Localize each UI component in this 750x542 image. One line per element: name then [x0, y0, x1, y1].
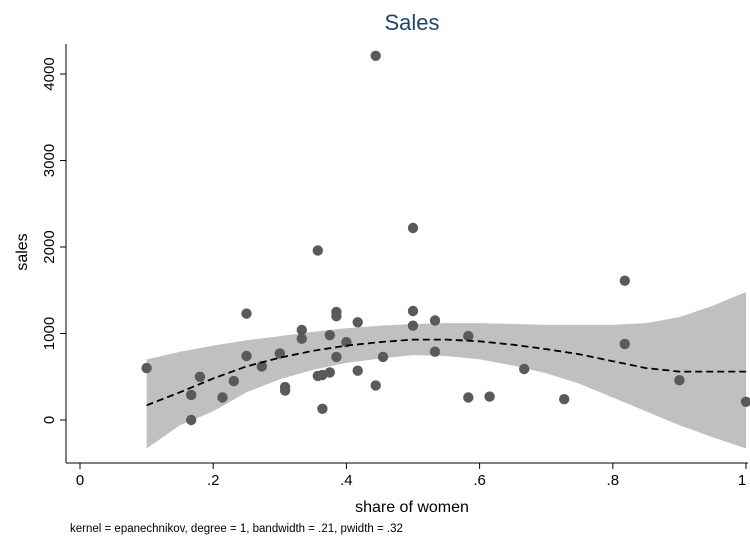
data-point [324, 367, 335, 378]
data-point [312, 245, 323, 256]
data-point [407, 320, 419, 331]
y-tick-label: 1000 [41, 317, 58, 350]
data-point [370, 380, 381, 391]
fit-line-group [146, 338, 746, 407]
data-point [429, 346, 441, 357]
data-point [228, 375, 239, 387]
local-polynomial-fit-line [146, 338, 746, 407]
data-point [274, 348, 285, 359]
y-tick-label: 0 [41, 416, 58, 424]
data-point [463, 392, 474, 403]
chart-note: kernel = epanechnikov, degree = 1, bandw… [70, 523, 403, 535]
y-tick-label: 2000 [41, 230, 58, 263]
chart-title: Sales [384, 10, 439, 35]
data-point [241, 350, 252, 362]
data-point [331, 311, 342, 322]
y-axis-label: sales [14, 233, 31, 270]
data-point [324, 330, 335, 341]
data-point [484, 391, 495, 402]
data-point [463, 330, 474, 342]
data-point [519, 363, 530, 375]
data-point [141, 362, 152, 374]
data-point [740, 396, 750, 407]
data-point [352, 317, 363, 328]
data-point [674, 375, 685, 386]
data-point [186, 414, 197, 426]
data-point [370, 50, 381, 61]
data-point [217, 392, 228, 403]
x-axis-ticks: 0 .2 .4 .6 .8 1 [76, 463, 747, 489]
data-point [377, 351, 389, 363]
y-tick-label: 4000 [41, 57, 58, 90]
x-tick-label: 1 [738, 472, 746, 489]
x-tick-label: .2 [207, 472, 220, 489]
x-tick-label: .4 [340, 472, 353, 489]
data-point [296, 333, 307, 344]
x-tick-label: .8 [607, 472, 620, 489]
plot-area [141, 50, 750, 449]
data-point [186, 389, 197, 401]
confidence-band [146, 292, 747, 449]
data-point [407, 222, 419, 234]
scatter-points [141, 50, 750, 426]
data-point [559, 394, 570, 405]
x-tick-label: .6 [473, 472, 486, 489]
data-point [429, 315, 441, 326]
ci-band-group [146, 292, 747, 449]
data-point [352, 365, 363, 376]
x-tick-label: 0 [76, 472, 84, 489]
data-point [619, 275, 630, 286]
x-axis-label: share of women [355, 499, 469, 516]
data-point [279, 385, 291, 396]
data-point [194, 371, 206, 382]
data-point [317, 403, 328, 414]
y-tick-label: 3000 [41, 144, 58, 177]
data-point [407, 305, 419, 317]
data-point [619, 338, 630, 350]
data-point [256, 361, 267, 372]
y-axis-ticks: 0 1000 2000 3000 4000 [41, 57, 66, 424]
data-point [241, 308, 252, 319]
data-point [331, 351, 342, 363]
data-point [296, 324, 307, 336]
